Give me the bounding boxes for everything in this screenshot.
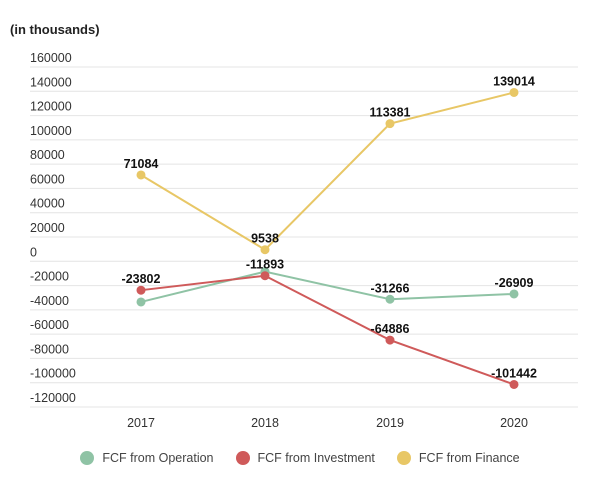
data-label: 139014: [493, 74, 535, 88]
data-point: [260, 271, 270, 281]
data-point: [136, 170, 146, 180]
y-tick-label: 0: [30, 245, 37, 259]
series-line: [140, 270, 515, 303]
legend-swatch: [80, 451, 95, 465]
series-line: [140, 91, 515, 251]
y-tick-label: -120000: [30, 391, 76, 405]
x-tick-label: 2020: [500, 416, 528, 430]
y-tick-label: 80000: [30, 148, 65, 162]
x-tick-label: 2019: [376, 416, 404, 430]
y-tick-label: -20000: [30, 270, 69, 284]
y-tick-label: 20000: [30, 221, 65, 235]
legend: FCF from Operation FCF from Investment FCF…: [0, 451, 600, 465]
data-point: [136, 285, 146, 295]
y-tick-label: -60000: [30, 318, 69, 332]
data-label: -101442: [491, 366, 537, 380]
series-line: [140, 274, 515, 386]
y-tick-label: -100000: [30, 367, 76, 381]
data-label: 113381: [369, 106, 410, 120]
data-point: [385, 294, 395, 304]
legend-swatch: [235, 451, 250, 465]
data-point: [509, 379, 519, 389]
data-point: [509, 87, 519, 97]
data-label: -64886: [371, 322, 410, 336]
y-tick-label: 60000: [30, 172, 65, 186]
y-tick-label: 100000: [30, 124, 72, 138]
data-label: 9538: [251, 232, 279, 246]
data-label: -26909: [495, 276, 534, 290]
data-point: [385, 335, 395, 345]
y-tick-label: 120000: [30, 100, 72, 114]
data-point: [136, 297, 146, 307]
y-tick-label: -40000: [30, 294, 69, 308]
data-label: -11893: [246, 258, 284, 272]
legend-label: FCF from Operation: [102, 451, 214, 465]
y-tick-label: -80000: [30, 342, 69, 356]
plot-area: 160000 140000 120000 100000 80000 60000 40000 2…: [30, 51, 578, 430]
data-point: [385, 119, 395, 129]
data-label: -31266: [371, 281, 410, 295]
data-label: 71084: [124, 157, 159, 171]
x-tick-label: 2018: [251, 416, 279, 430]
unit-label: (in thousands): [10, 22, 100, 37]
y-tick-label: 140000: [30, 75, 72, 89]
data-label: -23802: [122, 272, 161, 286]
legend-label: FCF from Finance: [418, 451, 520, 465]
data-point: [260, 245, 270, 255]
data-point: [509, 289, 519, 299]
legend-label: FCF from Investment: [257, 451, 375, 465]
legend-item: FCF from Operation: [80, 451, 214, 465]
y-tick-label: 40000: [30, 197, 65, 211]
y-tick-label: 160000: [30, 51, 72, 65]
legend-item: FCF from Finance: [396, 451, 520, 465]
x-tick-label: 2017: [127, 416, 155, 430]
legend-item: FCF from Investment: [235, 451, 375, 465]
legend-swatch: [396, 451, 411, 465]
